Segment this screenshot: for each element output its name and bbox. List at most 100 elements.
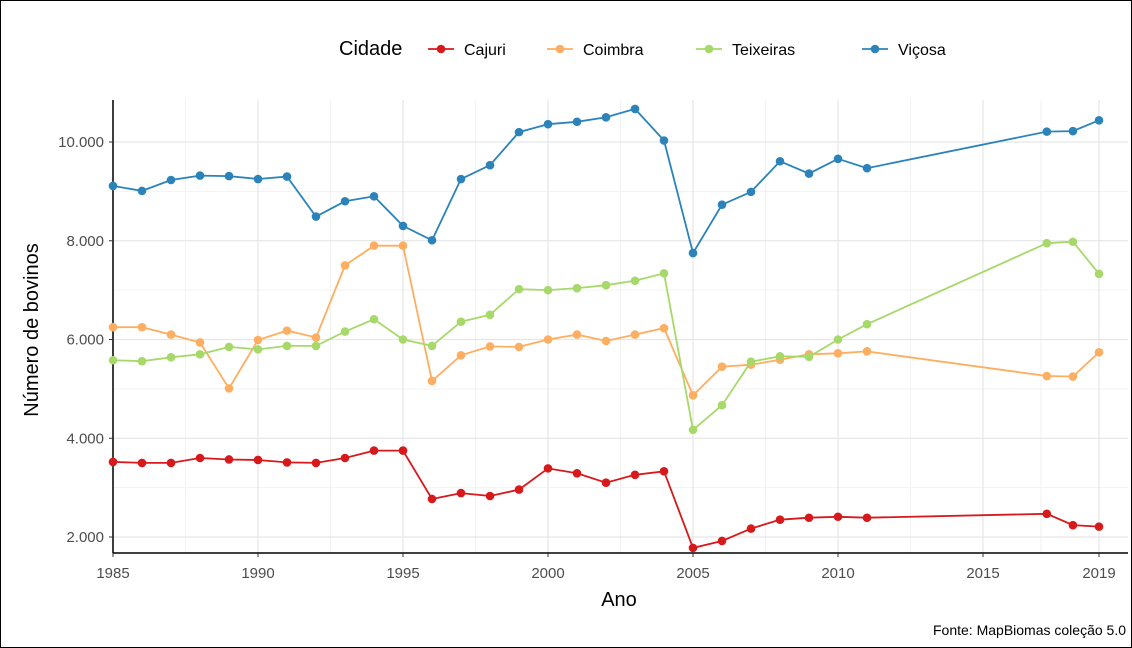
y-axis-ticks: 2.000 4.000 6.000 8.000 10.000 — [58, 134, 113, 546]
y-tick-label: 6.000 — [66, 332, 104, 349]
data-point-coimbra — [630, 330, 640, 339]
data-point-coimbra — [166, 330, 176, 339]
legend-key-point — [704, 44, 714, 54]
data-point-teixeiras — [282, 341, 292, 351]
data-point-coimbra — [137, 322, 147, 332]
legend-label: Teixeiras — [732, 42, 795, 59]
data-point-coimbra — [224, 384, 234, 393]
data-point-teixeiras — [311, 341, 321, 351]
data-point-vicosa — [717, 200, 727, 210]
x-tick-label: 2015 — [966, 565, 999, 582]
grid — [112, 100, 1128, 553]
data-point-coimbra — [398, 241, 408, 250]
data-point-vicosa — [572, 117, 582, 127]
data-point-vicosa — [1042, 127, 1052, 136]
data-point-vicosa — [427, 235, 437, 245]
data-point-cajuri — [253, 455, 263, 465]
data-point-teixeiras — [108, 355, 118, 365]
legend-item-cajuri: Cajuri — [428, 42, 506, 59]
y-axis-title: Número de bovinos — [21, 243, 43, 416]
data-point-cajuri — [862, 513, 872, 523]
data-point-coimbra — [340, 261, 350, 270]
data-point-vicosa — [833, 154, 843, 164]
data-point-coimbra — [1042, 371, 1052, 381]
data-point-vicosa — [1094, 115, 1104, 125]
data-point-teixeiras — [746, 357, 756, 367]
data-point-teixeiras — [514, 284, 524, 294]
data-point-coimbra — [282, 326, 292, 335]
data-point-coimbra — [195, 338, 205, 347]
data-point-coimbra — [253, 335, 263, 345]
data-point-teixeiras — [137, 356, 147, 366]
data-point-cajuri — [717, 536, 727, 546]
data-point-teixeiras — [427, 341, 437, 351]
data-point-teixeiras — [862, 319, 872, 329]
legend-item-coimbra: Coimbra — [547, 42, 644, 59]
series-vicosa — [108, 104, 1104, 258]
data-point-cajuri — [398, 446, 408, 455]
data-point-vicosa — [543, 119, 553, 129]
x-axis-ticks: 1985 1990 1995 2000 2005 2010 2015 2019 — [96, 553, 1116, 582]
legend-title: Cidade — [339, 38, 402, 60]
data-point-teixeiras — [775, 351, 785, 361]
data-point-vicosa — [224, 171, 234, 181]
data-point-cajuri — [775, 515, 785, 525]
data-point-cajuri — [630, 470, 640, 480]
data-point-vicosa — [775, 156, 785, 166]
data-point-vicosa — [804, 169, 814, 178]
data-point-coimbra — [1094, 348, 1104, 357]
data-point-coimbra — [1068, 372, 1078, 381]
x-tick-label: 1985 — [96, 565, 129, 582]
data-point-coimbra — [862, 347, 872, 356]
data-point-cajuri — [369, 446, 379, 455]
data-point-coimbra — [833, 349, 843, 358]
legend-item-teixeiras: Teixeiras — [696, 42, 795, 59]
data-point-vicosa — [282, 172, 292, 181]
y-tick-label: 10.000 — [58, 134, 104, 151]
legend-label: Viçosa — [898, 42, 946, 59]
data-point-coimbra — [659, 323, 669, 333]
data-point-teixeiras — [630, 276, 640, 286]
data-point-coimbra — [108, 322, 118, 332]
data-point-vicosa — [688, 248, 698, 258]
series-teixeiras — [108, 237, 1104, 435]
series-cajuri — [108, 446, 1104, 553]
data-point-coimbra — [311, 333, 321, 342]
data-point-teixeiras — [166, 352, 176, 362]
legend-key-point — [436, 44, 446, 54]
data-point-cajuri — [311, 458, 321, 468]
data-point-vicosa — [340, 196, 350, 206]
data-point-vicosa — [746, 187, 756, 197]
data-point-coimbra — [543, 335, 553, 344]
y-tick-label: 2.000 — [66, 529, 104, 546]
data-point-cajuri — [166, 458, 176, 468]
data-point-vicosa — [630, 104, 640, 114]
data-point-vicosa — [659, 136, 669, 145]
data-point-cajuri — [804, 513, 814, 523]
data-point-vicosa — [137, 186, 147, 196]
data-point-teixeiras — [1068, 237, 1078, 247]
data-point-teixeiras — [717, 400, 727, 410]
data-point-cajuri — [137, 458, 147, 468]
data-point-cajuri — [572, 469, 582, 478]
data-point-teixeiras — [1042, 238, 1052, 248]
x-tick-label: 1990 — [241, 565, 274, 582]
data-point-cajuri — [195, 453, 205, 463]
legend-key-point — [555, 44, 565, 54]
series-group — [108, 104, 1104, 553]
data-point-coimbra — [688, 390, 698, 400]
data-point-cajuri — [456, 488, 466, 498]
legend: Cidade Cajuri Coimbra Teixeiras Viçosa — [339, 38, 946, 60]
data-point-coimbra — [369, 241, 379, 250]
data-point-vicosa — [398, 221, 408, 231]
series-line-cajuri — [112, 449, 1100, 549]
data-point-cajuri — [833, 512, 843, 522]
data-point-vicosa — [166, 175, 176, 185]
data-point-teixeiras — [1094, 269, 1104, 279]
data-point-vicosa — [108, 181, 118, 191]
data-point-coimbra — [456, 351, 466, 360]
data-point-teixeiras — [340, 327, 350, 336]
x-tick-label: 2000 — [531, 565, 564, 582]
data-point-cajuri — [659, 467, 669, 476]
